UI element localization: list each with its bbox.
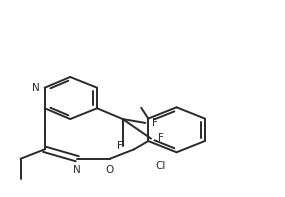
Text: O: O — [106, 165, 114, 175]
Text: F: F — [117, 141, 123, 151]
Text: N: N — [32, 83, 39, 93]
Text: F: F — [158, 133, 164, 143]
Text: N: N — [74, 165, 81, 175]
Text: Cl: Cl — [155, 161, 166, 171]
Text: F: F — [152, 118, 158, 128]
